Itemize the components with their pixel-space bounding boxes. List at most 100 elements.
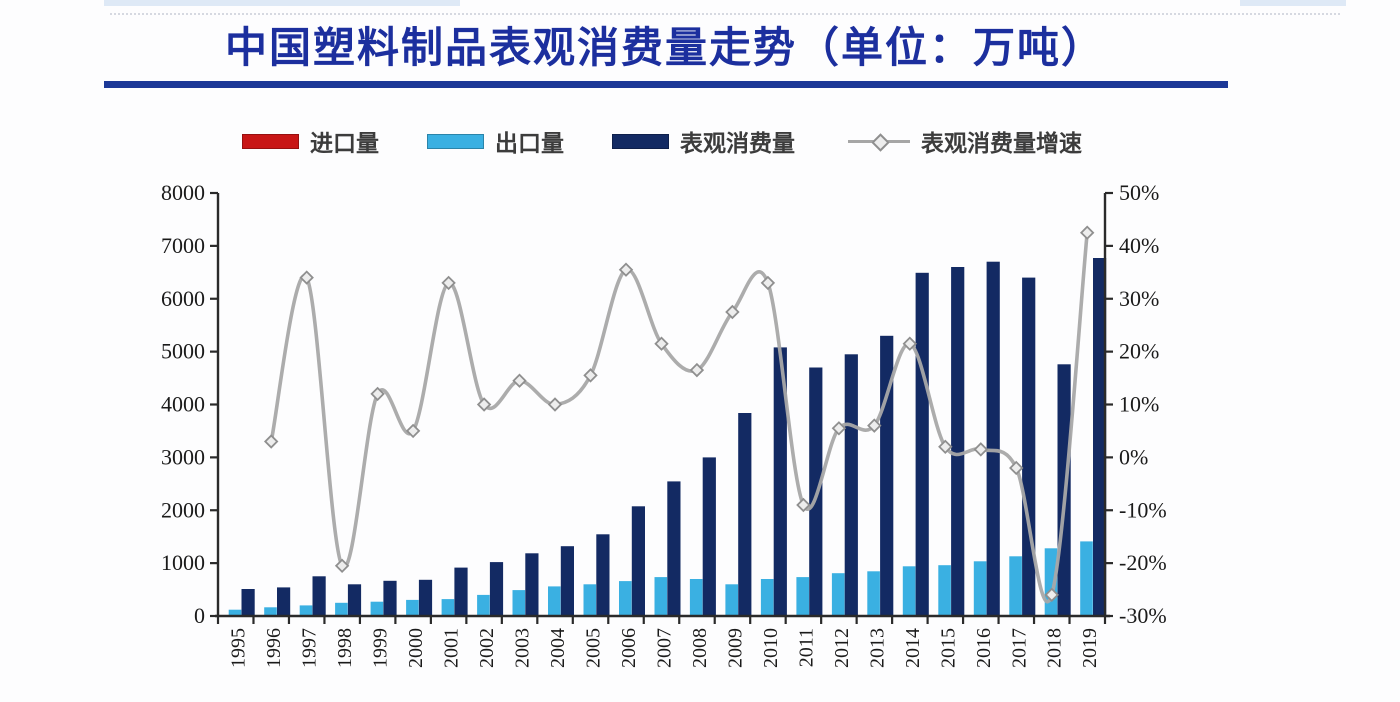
left-axis-label: 2000 bbox=[161, 497, 205, 522]
bar-出口量-2008 bbox=[689, 579, 703, 616]
bar-出口量-2005 bbox=[583, 584, 597, 616]
bar-表观消费量-2015 bbox=[951, 267, 965, 616]
bar-出口量-2003 bbox=[512, 590, 526, 616]
bar-表观消费量-2019 bbox=[1093, 258, 1107, 616]
legend-bar-swatch bbox=[242, 133, 299, 149]
bar-表观消费量-2014 bbox=[915, 272, 929, 616]
bar-出口量-1999 bbox=[370, 601, 384, 616]
bar-出口量-2006 bbox=[619, 581, 632, 616]
x-axis-label: 2000 bbox=[405, 628, 427, 668]
bar-表观消费量-2002 bbox=[489, 562, 504, 616]
right-axis-label: -30% bbox=[1119, 603, 1167, 628]
left-axis-label: 7000 bbox=[161, 233, 205, 258]
bar-表观消费量-1996 bbox=[277, 587, 291, 616]
left-axis-label: 1000 bbox=[161, 550, 205, 575]
right-axis-label: 50% bbox=[1119, 180, 1159, 205]
bar-出口量-2009 bbox=[725, 584, 738, 616]
bar-表观消费量-1995 bbox=[241, 589, 255, 616]
x-axis-label: 2019 bbox=[1079, 628, 1101, 668]
left-axis-label: 8000 bbox=[161, 180, 205, 205]
growth-line-marker bbox=[902, 336, 918, 351]
bar-表观消费量-2006 bbox=[631, 506, 645, 616]
bar-表观消费量-1999 bbox=[383, 580, 397, 616]
x-axis-label: 2010 bbox=[760, 628, 782, 668]
x-axis-label: 2001 bbox=[441, 628, 463, 668]
growth-line-marker bbox=[1009, 460, 1024, 476]
x-axis-label: 2008 bbox=[689, 628, 711, 668]
x-axis-label: 2018 bbox=[1044, 628, 1066, 668]
growth-line-marker bbox=[512, 373, 527, 388]
x-axis-label: 2009 bbox=[724, 628, 746, 668]
bar-表观消费量-2009 bbox=[738, 413, 752, 616]
bar-表观消费量-1998 bbox=[347, 584, 362, 616]
legend-label: 表观消费量 bbox=[680, 130, 795, 156]
bar-出口量-2007 bbox=[654, 577, 668, 616]
growth-line-marker bbox=[938, 439, 953, 455]
bar-出口量-2002 bbox=[477, 594, 490, 616]
bar-出口量-2014 bbox=[902, 566, 916, 616]
x-axis-label: 2012 bbox=[831, 628, 853, 668]
left-axis-label: 6000 bbox=[161, 286, 205, 311]
left-axis-label: 3000 bbox=[161, 444, 205, 469]
bar-出口量-2000 bbox=[406, 599, 419, 616]
legend-bar-swatch bbox=[612, 133, 669, 149]
x-axis-label: 2002 bbox=[476, 628, 498, 668]
legend-label: 表观消费量增速 bbox=[921, 130, 1082, 156]
title-underline bbox=[104, 81, 1228, 88]
x-axis-label: 2005 bbox=[583, 628, 605, 668]
left-axis-label: 0 bbox=[194, 603, 205, 628]
legend-item-2: 表观消费量 bbox=[612, 126, 795, 156]
x-axis-label: 2014 bbox=[902, 628, 924, 668]
growth-line-marker bbox=[867, 418, 882, 433]
growth-line-marker bbox=[796, 497, 811, 513]
right-axis-label: 0% bbox=[1119, 444, 1148, 469]
left-axis-label: 5000 bbox=[161, 339, 205, 364]
growth-line-marker bbox=[1044, 587, 1059, 603]
bar-表观消费量-2012 bbox=[844, 354, 858, 616]
legend-label: 出口量 bbox=[495, 130, 564, 156]
growth-line-marker bbox=[299, 270, 314, 285]
cropped-text-artifact bbox=[110, 13, 1340, 17]
x-axis-label: 2011 bbox=[795, 628, 817, 667]
bar-出口量-2013 bbox=[867, 571, 880, 616]
x-axis-label: 2015 bbox=[937, 628, 959, 668]
right-axis-label: 10% bbox=[1119, 392, 1159, 417]
growth-line-marker bbox=[760, 275, 776, 291]
x-axis-label: 1996 bbox=[263, 628, 285, 668]
bar-出口量-2016 bbox=[973, 561, 987, 616]
x-axis-label: 2017 bbox=[1008, 628, 1030, 668]
right-axis-label: -20% bbox=[1119, 550, 1167, 575]
growth-line-marker bbox=[831, 421, 847, 436]
growth-line-marker bbox=[476, 397, 492, 412]
growth-line-marker bbox=[441, 275, 456, 291]
x-axis-label: 2004 bbox=[547, 628, 569, 668]
bar-出口量-2001 bbox=[441, 599, 455, 616]
x-axis-label: 1999 bbox=[370, 628, 392, 668]
growth-line-marker bbox=[654, 336, 669, 351]
x-axis-label: 1998 bbox=[334, 628, 356, 668]
legend-item-0: 进口量 bbox=[242, 126, 379, 156]
right-axis-label: 40% bbox=[1119, 233, 1159, 258]
growth-line-marker bbox=[370, 386, 385, 402]
legend-label: 进口量 bbox=[310, 130, 379, 156]
x-axis-label: 1997 bbox=[299, 628, 321, 668]
growth-line-marker bbox=[583, 368, 598, 383]
right-axis-label: -10% bbox=[1119, 497, 1167, 522]
growth-line-marker bbox=[1079, 225, 1095, 240]
bar-表观消费量-2003 bbox=[525, 553, 539, 616]
legend-line-swatch bbox=[848, 132, 910, 152]
bar-表观消费量-2008 bbox=[702, 457, 716, 616]
bar-出口量-1998 bbox=[335, 602, 348, 616]
bar-出口量-1996 bbox=[264, 607, 277, 616]
growth-line-marker bbox=[263, 434, 279, 449]
left-axis-label: 4000 bbox=[161, 392, 205, 417]
bar-表观消费量-2004 bbox=[560, 546, 574, 616]
growth-line-marker bbox=[405, 423, 421, 439]
bar-表观消费量-2007 bbox=[667, 481, 681, 616]
bar-出口量-2011 bbox=[796, 577, 809, 616]
bar-表观消费量-2017 bbox=[1022, 277, 1036, 616]
bar-出口量-1997 bbox=[299, 605, 313, 616]
growth-line-marker bbox=[334, 558, 350, 574]
